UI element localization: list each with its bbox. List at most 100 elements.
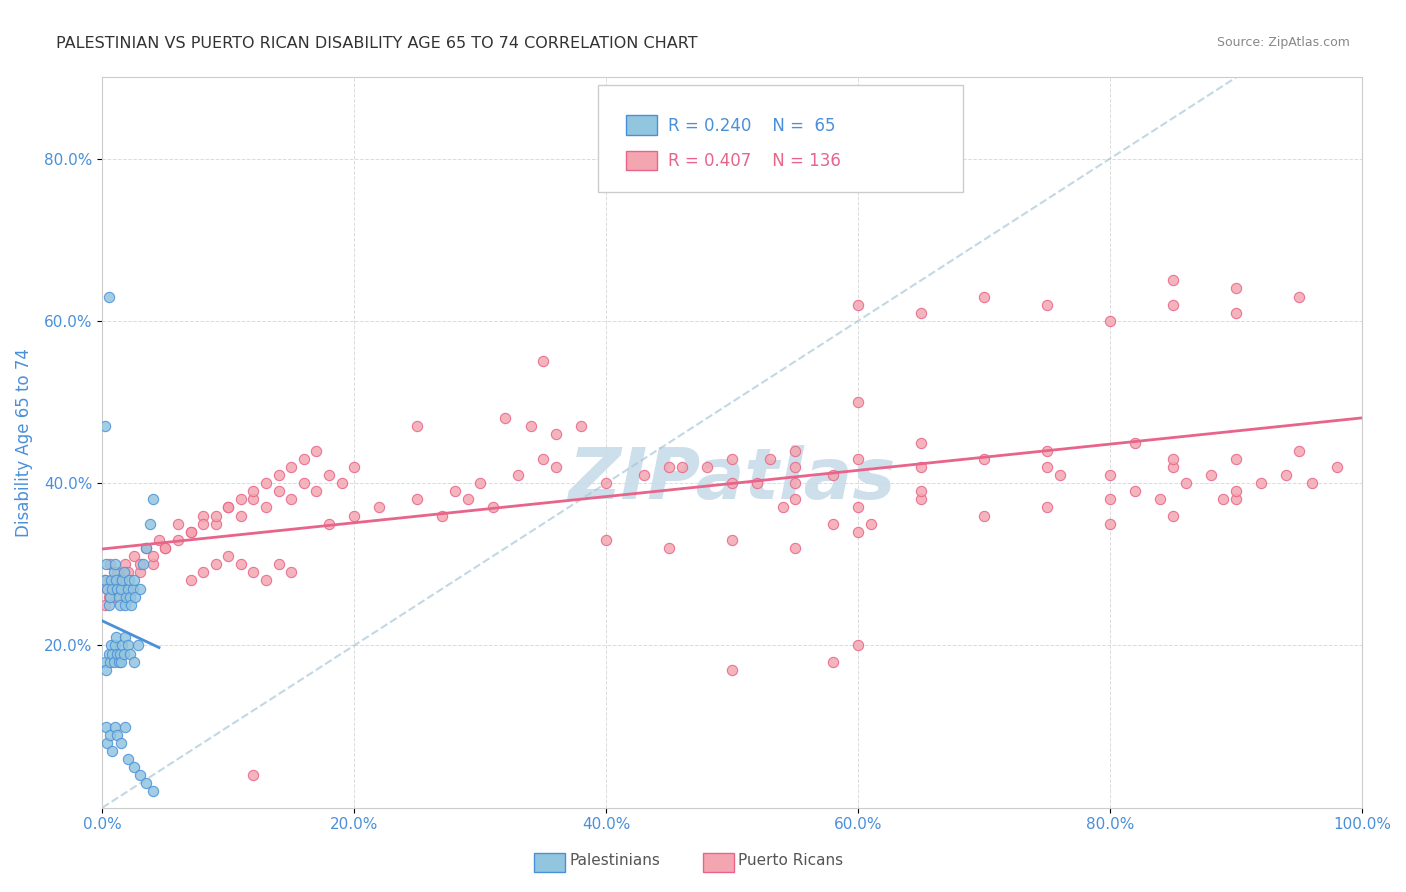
Point — [117, 582, 139, 596]
Point — [104, 720, 127, 734]
Point — [280, 492, 302, 507]
Point — [110, 574, 132, 588]
Point — [1326, 459, 1348, 474]
Point — [107, 728, 129, 742]
Point — [115, 590, 138, 604]
Point — [494, 411, 516, 425]
Point — [1212, 492, 1234, 507]
Point — [721, 663, 744, 677]
Point — [104, 590, 127, 604]
Point — [229, 558, 252, 572]
Point — [122, 655, 145, 669]
Point — [94, 574, 117, 588]
Point — [217, 549, 239, 563]
Point — [242, 492, 264, 507]
Point — [118, 590, 141, 604]
Point — [155, 541, 177, 555]
Point — [973, 508, 995, 523]
Point — [292, 451, 315, 466]
Point — [1275, 468, 1298, 483]
Point — [100, 574, 122, 588]
Point — [1225, 484, 1247, 499]
Point — [910, 459, 932, 474]
Point — [112, 647, 135, 661]
Point — [112, 566, 135, 580]
Point — [101, 647, 124, 661]
Point — [1161, 298, 1184, 312]
Point — [318, 468, 340, 483]
Point — [114, 630, 136, 644]
Point — [406, 419, 429, 434]
Point — [1036, 443, 1059, 458]
Point — [1174, 476, 1197, 491]
Point — [117, 752, 139, 766]
Point — [254, 476, 277, 491]
Point — [1288, 443, 1310, 458]
Point — [1250, 476, 1272, 491]
Point — [129, 768, 152, 782]
Point — [122, 574, 145, 588]
Point — [242, 484, 264, 499]
Point — [1288, 289, 1310, 303]
Point — [96, 582, 118, 596]
Point — [368, 500, 391, 515]
Point — [821, 655, 844, 669]
Point — [191, 508, 214, 523]
Point — [114, 720, 136, 734]
Point — [1225, 492, 1247, 507]
Point — [105, 630, 128, 644]
Point — [267, 558, 290, 572]
Text: R = 0.240    N =  65: R = 0.240 N = 65 — [668, 117, 835, 135]
Point — [343, 459, 366, 474]
Point — [1161, 273, 1184, 287]
Point — [107, 566, 129, 580]
Point — [1036, 459, 1059, 474]
Text: ZIPatlas: ZIPatlas — [568, 444, 896, 514]
Point — [696, 459, 718, 474]
Text: Source: ZipAtlas.com: Source: ZipAtlas.com — [1216, 36, 1350, 49]
Point — [1036, 500, 1059, 515]
Point — [280, 566, 302, 580]
Point — [1036, 298, 1059, 312]
Point — [97, 289, 120, 303]
Point — [242, 566, 264, 580]
Point — [1099, 468, 1122, 483]
Point — [120, 598, 142, 612]
Point — [305, 484, 328, 499]
Point — [910, 492, 932, 507]
Point — [110, 574, 132, 588]
Point — [142, 492, 165, 507]
Point — [846, 298, 869, 312]
Point — [254, 574, 277, 588]
Point — [1301, 476, 1323, 491]
Point — [785, 443, 807, 458]
Point — [846, 451, 869, 466]
Point — [122, 549, 145, 563]
Point — [97, 598, 120, 612]
Point — [111, 639, 134, 653]
Point — [973, 289, 995, 303]
Text: Palestinians: Palestinians — [569, 854, 661, 868]
Point — [846, 639, 869, 653]
Point — [457, 492, 479, 507]
Point — [1123, 484, 1146, 499]
Point — [135, 776, 157, 790]
Point — [105, 574, 128, 588]
Point — [772, 500, 794, 515]
Point — [267, 484, 290, 499]
Point — [482, 500, 505, 515]
Point — [846, 395, 869, 409]
Point — [110, 582, 132, 596]
Point — [94, 558, 117, 572]
Point — [1161, 459, 1184, 474]
Point — [94, 419, 117, 434]
Point — [111, 574, 134, 588]
Point — [104, 582, 127, 596]
Point — [142, 549, 165, 563]
Point — [305, 443, 328, 458]
Point — [785, 459, 807, 474]
Point — [94, 663, 117, 677]
Point — [254, 500, 277, 515]
Point — [94, 655, 117, 669]
Point — [142, 558, 165, 572]
